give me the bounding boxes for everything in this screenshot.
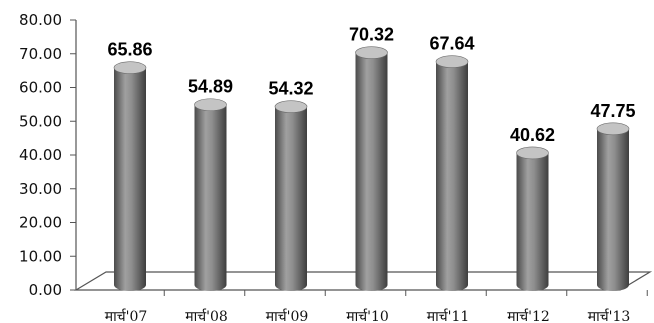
bar-body <box>516 152 549 291</box>
bar-top-cap <box>596 122 630 136</box>
y-tick-label: 70.00 <box>19 45 62 63</box>
bar <box>435 55 469 292</box>
y-tick-label: 10.00 <box>19 247 62 265</box>
y-tick-label: 30.00 <box>19 180 62 198</box>
bar-top-cap <box>516 146 549 160</box>
chart-floor <box>73 271 653 291</box>
y-tick-label: 20.00 <box>19 214 62 232</box>
value-label: 47.75 <box>590 101 635 121</box>
value-label: 65.86 <box>107 40 152 60</box>
bar-body <box>114 67 146 291</box>
bar-top-cap <box>435 55 469 69</box>
x-category-label: मार्च'10 <box>346 308 389 323</box>
y-tick-label: 80.00 <box>19 11 62 29</box>
bar-top-cap <box>274 100 308 113</box>
x-category-label: मार्च'11 <box>427 308 470 323</box>
bar-top-cap <box>113 61 147 75</box>
y-tick-label: 50.00 <box>19 112 62 130</box>
x-category-label: मार्च'12 <box>507 308 550 323</box>
x-category-label: मार्च'13 <box>588 308 631 323</box>
y-tick-label: 60.00 <box>19 79 62 97</box>
y-tick-label: 40.00 <box>19 146 62 164</box>
value-label: 54.89 <box>188 77 233 97</box>
x-category-label: मार्च'08 <box>185 308 228 323</box>
bar-body <box>436 61 468 292</box>
value-label: 40.62 <box>510 125 555 145</box>
bar <box>355 46 388 291</box>
value-label: 70.32 <box>349 25 394 45</box>
bar <box>274 100 308 291</box>
bar <box>113 61 147 291</box>
bar-body <box>355 52 388 291</box>
y-axis-ticks: 0.00 10.00 20.00 30.00 40.00 50.00 60.00 70.00 8… <box>19 11 76 299</box>
bars-group <box>113 46 630 292</box>
x-category-label: मार्च'09 <box>266 308 309 323</box>
value-label: 54.32 <box>268 79 313 99</box>
bar-body <box>275 106 307 291</box>
bar <box>194 98 227 291</box>
value-labels: 65.86 54.89 54.32 70.32 67.64 40.62 47.75 <box>107 25 635 145</box>
bar-top-cap <box>355 46 388 59</box>
y-tick-label: 0.00 <box>29 281 62 299</box>
bar <box>516 146 549 291</box>
bar-body <box>194 104 227 291</box>
x-category-label: मार्च'07 <box>105 308 148 323</box>
bar-top-cap <box>194 98 227 112</box>
bar-body <box>597 128 629 291</box>
bar <box>596 122 630 291</box>
value-label: 67.64 <box>429 34 474 54</box>
x-axis-categories: मार्च'07 मार्च'08 मार्च'09 मार्च'10 मार्च'11… <box>105 290 648 323</box>
